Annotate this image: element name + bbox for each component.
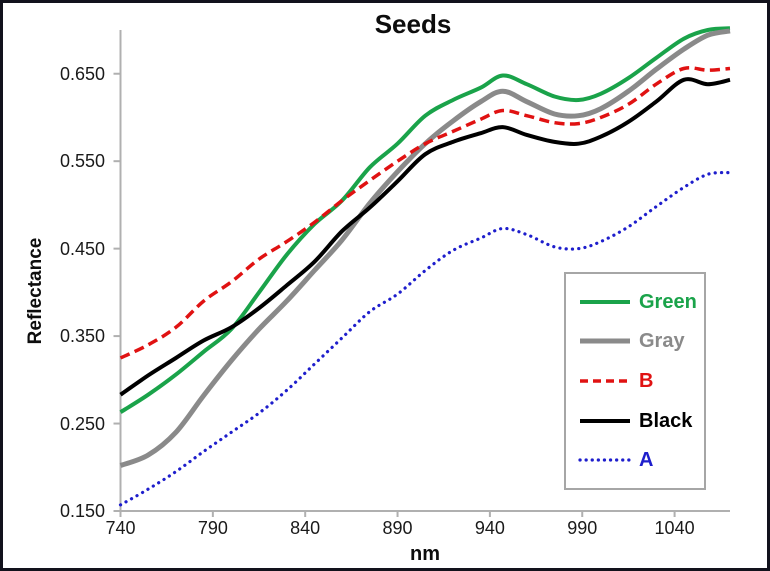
y-tick-label: 0.350: [59, 326, 105, 347]
series-line-gray: [119, 28, 731, 468]
x-tick-label: 740: [105, 518, 136, 538]
x-tick-label: 940: [474, 518, 505, 538]
series-line-black: [119, 77, 731, 397]
legend-label-green: Green: [639, 290, 697, 313]
legend-line-sample-a: [578, 458, 632, 462]
legend-line-sample-black: [580, 418, 630, 423]
legend-line-sample-green: [580, 299, 630, 304]
legend-item-a: A: [578, 450, 702, 470]
legend-item-black: Black: [578, 411, 702, 431]
series-line-b: [119, 66, 731, 360]
x-tick-label: 990: [567, 518, 598, 538]
y-tick-label: 0.450: [59, 238, 105, 259]
legend-line-sample-gray: [580, 338, 630, 344]
y-tick-label: 0.250: [59, 413, 105, 434]
x-tick-label: 1040: [654, 518, 695, 538]
chart-title: Seeds: [374, 9, 452, 39]
legend-item-green: Green: [578, 292, 702, 312]
x-axis-title: nm: [410, 543, 440, 565]
legend-item-b: B: [578, 371, 702, 391]
x-tick-label: 840: [290, 518, 321, 538]
legend-line-sample-b: [580, 379, 630, 383]
series-line-a: [118, 170, 732, 507]
y-tick-label: 0.150: [59, 501, 105, 521]
legend-label-a: A: [639, 449, 654, 472]
x-tick-label: 790: [197, 518, 228, 538]
plot-area: [113, 26, 732, 517]
legend-label-black: Black: [639, 409, 693, 432]
legend-label-gray: Gray: [639, 330, 685, 353]
x-tick-label: 890: [382, 518, 413, 538]
legend-label-b: B: [639, 369, 654, 392]
y-tick-label: 0.550: [59, 151, 105, 172]
series-line-green: [119, 26, 731, 414]
legend: Green Gray B Black A: [564, 272, 706, 490]
legend-item-gray: Gray: [578, 331, 702, 351]
y-tick-label: 0.650: [59, 63, 105, 84]
